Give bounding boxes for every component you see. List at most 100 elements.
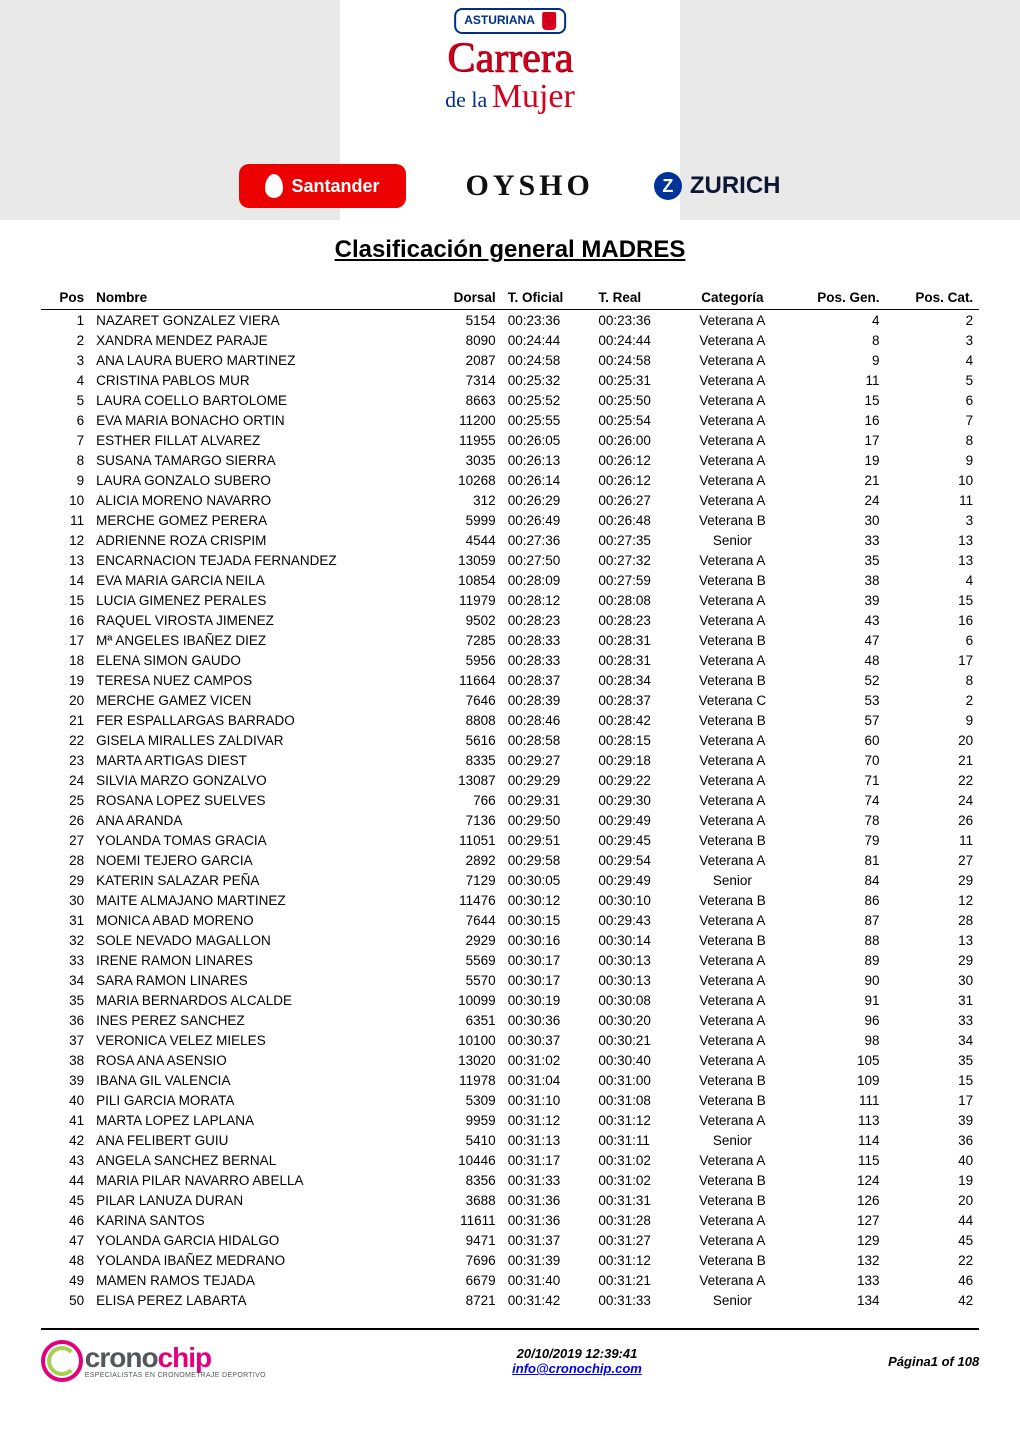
cell-nombre: LAURA GONZALO SUBERO xyxy=(90,470,429,490)
cell-pos-cat: 9 xyxy=(885,710,979,730)
cell-t-oficial: 00:29:51 xyxy=(502,830,593,850)
cell-categoria: Veterana B xyxy=(679,890,786,910)
cell-t-oficial: 00:31:37 xyxy=(502,1230,593,1250)
zurich-z-icon: Z xyxy=(654,172,682,200)
cell-dorsal: 11955 xyxy=(429,430,502,450)
cell-dorsal: 5999 xyxy=(429,510,502,530)
cell-categoria: Veterana A xyxy=(679,970,786,990)
results-table-body: 1NAZARET GONZALEZ VIERA515400:23:3600:23… xyxy=(41,310,979,1311)
cell-categoria: Veterana A xyxy=(679,550,786,570)
cell-pos-gen: 98 xyxy=(786,1030,886,1050)
cell-categoria: Senior xyxy=(679,1290,786,1310)
cell-categoria: Veterana A xyxy=(679,490,786,510)
cell-pos: 35 xyxy=(41,990,90,1010)
table-row: 38ROSA ANA ASENSIO1302000:31:0200:30:40V… xyxy=(41,1050,979,1070)
cell-nombre: SUSANA TAMARGO SIERRA xyxy=(90,450,429,470)
cell-pos-gen: 21 xyxy=(786,470,886,490)
cell-dorsal: 11978 xyxy=(429,1070,502,1090)
cell-pos-gen: 48 xyxy=(786,650,886,670)
cell-pos-cat: 8 xyxy=(885,430,979,450)
cell-nombre: GISELA MIRALLES ZALDIVAR xyxy=(90,730,429,750)
santander-logo: Santander xyxy=(239,164,405,208)
cell-dorsal: 9471 xyxy=(429,1230,502,1250)
zurich-text: ZURICH xyxy=(690,172,781,200)
cell-pos-gen: 86 xyxy=(786,890,886,910)
cell-categoria: Veterana B xyxy=(679,1190,786,1210)
cell-pos: 10 xyxy=(41,490,90,510)
cell-dorsal: 5309 xyxy=(429,1090,502,1110)
cell-pos-cat: 28 xyxy=(885,910,979,930)
table-row: 35MARIA BERNARDOS ALCALDE1009900:30:1900… xyxy=(41,990,979,1010)
cell-pos: 47 xyxy=(41,1230,90,1250)
cell-pos-gen: 84 xyxy=(786,870,886,890)
cell-nombre: VERONICA VELEZ MIELES xyxy=(90,1030,429,1050)
cell-pos-cat: 13 xyxy=(885,930,979,950)
cell-pos-cat: 4 xyxy=(885,350,979,370)
cell-categoria: Veterana B xyxy=(679,830,786,850)
mujer-word: Mujer xyxy=(492,78,575,115)
cell-t-real: 00:28:37 xyxy=(592,690,679,710)
cell-t-oficial: 00:28:09 xyxy=(502,570,593,590)
cell-dorsal: 7129 xyxy=(429,870,502,890)
cell-nombre: ANA FELIBERT GUIU xyxy=(90,1130,429,1150)
table-row: 4CRISTINA PABLOS MUR731400:25:3200:25:31… xyxy=(41,370,979,390)
cell-t-real: 00:25:50 xyxy=(592,390,679,410)
cell-categoria: Veterana A xyxy=(679,1210,786,1230)
table-row: 40PILI GARCIA MORATA530900:31:1000:31:08… xyxy=(41,1090,979,1110)
cell-dorsal: 8663 xyxy=(429,390,502,410)
cell-pos: 6 xyxy=(41,410,90,430)
cell-t-oficial: 00:28:39 xyxy=(502,690,593,710)
cell-dorsal: 6679 xyxy=(429,1270,502,1290)
cell-pos: 2 xyxy=(41,330,90,350)
cell-nombre: PILAR LANUZA DURAN xyxy=(90,1190,429,1210)
cell-dorsal: 10268 xyxy=(429,470,502,490)
cell-dorsal: 7646 xyxy=(429,690,502,710)
cell-pos: 1 xyxy=(41,310,90,331)
cell-t-real: 00:26:00 xyxy=(592,430,679,450)
cell-pos-cat: 11 xyxy=(885,490,979,510)
cell-categoria: Veterana A xyxy=(679,610,786,630)
cell-pos-cat: 3 xyxy=(885,330,979,350)
cell-dorsal: 8356 xyxy=(429,1170,502,1190)
cell-t-real: 00:30:40 xyxy=(592,1050,679,1070)
cell-pos-gen: 43 xyxy=(786,610,886,630)
cell-dorsal: 3688 xyxy=(429,1190,502,1210)
cell-dorsal: 11476 xyxy=(429,890,502,910)
cell-pos-cat: 17 xyxy=(885,650,979,670)
cell-t-oficial: 00:30:17 xyxy=(502,970,593,990)
cell-pos-gen: 132 xyxy=(786,1250,886,1270)
cell-t-real: 00:29:22 xyxy=(592,770,679,790)
cell-pos: 12 xyxy=(41,530,90,550)
footer-email-link[interactable]: info@cronochip.com xyxy=(512,1361,642,1376)
cell-dorsal: 10446 xyxy=(429,1150,502,1170)
cell-nombre: Mª ANGELES IBAÑEZ DIEZ xyxy=(90,630,429,650)
cell-t-oficial: 00:30:15 xyxy=(502,910,593,930)
santander-text: Santander xyxy=(291,176,379,197)
cell-pos-cat: 46 xyxy=(885,1270,979,1290)
cell-categoria: Veterana B xyxy=(679,510,786,530)
cell-dorsal: 2087 xyxy=(429,350,502,370)
cell-pos-cat: 9 xyxy=(885,450,979,470)
asturiana-badge: ASTURIANA xyxy=(454,8,566,34)
cell-pos-cat: 31 xyxy=(885,990,979,1010)
table-row: 3ANA LAURA BUERO MARTINEZ208700:24:5800:… xyxy=(41,350,979,370)
table-row: 9LAURA GONZALO SUBERO1026800:26:1400:26:… xyxy=(41,470,979,490)
cell-t-oficial: 00:25:32 xyxy=(502,370,593,390)
cell-nombre: ESTHER FILLAT ALVAREZ xyxy=(90,430,429,450)
cell-pos-gen: 47 xyxy=(786,630,886,650)
cell-nombre: IRENE RAMON LINARES xyxy=(90,950,429,970)
cell-t-real: 00:30:13 xyxy=(592,970,679,990)
cell-dorsal: 6351 xyxy=(429,1010,502,1030)
table-row: 2XANDRA MENDEZ PARAJE809000:24:4400:24:4… xyxy=(41,330,979,350)
table-row: 5LAURA COELLO BARTOLOME866300:25:5200:25… xyxy=(41,390,979,410)
cell-t-real: 00:29:45 xyxy=(592,830,679,850)
oysho-logo: OYSHO xyxy=(466,169,594,203)
cell-categoria: Veterana A xyxy=(679,750,786,770)
cell-pos-cat: 45 xyxy=(885,1230,979,1250)
table-row: 8SUSANA TAMARGO SIERRA303500:26:1300:26:… xyxy=(41,450,979,470)
cell-pos-gen: 70 xyxy=(786,750,886,770)
cell-categoria: Veterana A xyxy=(679,350,786,370)
cell-dorsal: 7136 xyxy=(429,810,502,830)
cell-categoria: Veterana A xyxy=(679,310,786,331)
cell-pos: 23 xyxy=(41,750,90,770)
